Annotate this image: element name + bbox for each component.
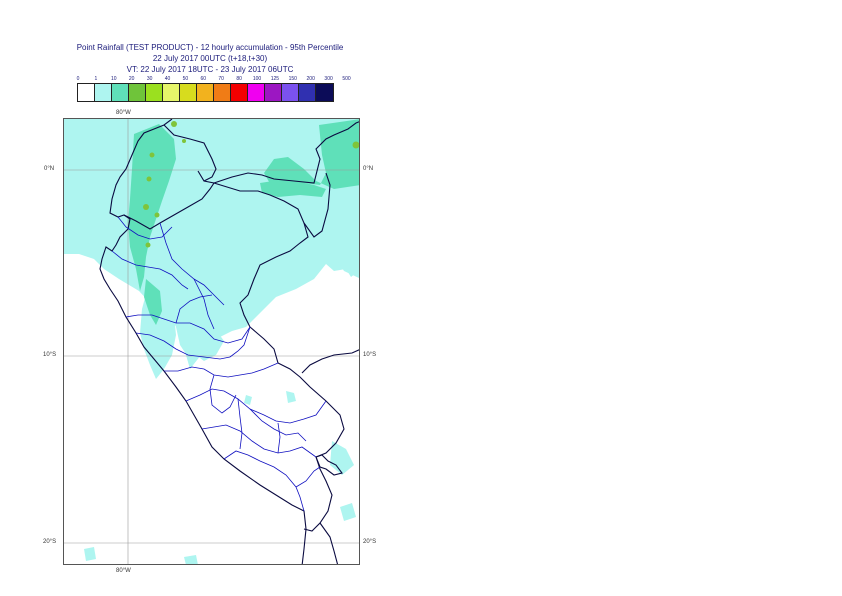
map-title: Point Rainfall (TEST PRODUCT) - 12 hourl… <box>76 43 344 52</box>
region-boundary-11 <box>277 422 281 454</box>
legend-tick-label: 300 <box>324 76 333 82</box>
legend-swatch-6 <box>180 84 197 101</box>
region-boundary-17 <box>209 374 237 414</box>
regional-boundaries <box>111 216 327 512</box>
legend-tick-label: 50 <box>182 76 189 82</box>
heavy-rain-cells <box>143 121 359 248</box>
colombia-ecuador-border <box>163 124 217 182</box>
region-boundary-2 <box>111 250 189 290</box>
legend-swatch-13 <box>299 84 316 101</box>
region-boundary-15 <box>229 326 251 358</box>
peru-brazil-border <box>303 172 331 238</box>
legend-swatch-10 <box>248 84 265 101</box>
chile-bolivia-border <box>319 522 339 564</box>
moderate-rain-andes <box>144 279 162 325</box>
coastline-and-borders <box>99 119 359 564</box>
pacific-coastline <box>99 119 307 564</box>
legend-tick-label: 80 <box>236 76 242 82</box>
legend-swatch-8 <box>214 84 231 101</box>
map-svg <box>64 119 359 564</box>
moderate-rain-northeast <box>264 119 359 189</box>
legend-tick-label: 60 <box>200 76 207 82</box>
legend-swatch-9 <box>231 84 248 101</box>
region-boundary-3 <box>159 222 225 306</box>
lat-label-10s-left: 10°S <box>43 352 57 358</box>
heavy-cell-2 <box>149 152 155 158</box>
legend-swatch-7 <box>197 84 214 101</box>
rainfall-map[interactable] <box>63 118 360 565</box>
legend-tick-label: 1 <box>94 76 98 82</box>
heavy-cell-5 <box>154 212 160 218</box>
graticule <box>64 119 359 564</box>
lon-label-bottom: 80°W <box>116 568 131 574</box>
region-boundary-14 <box>175 294 213 324</box>
legend-tick-label: 30 <box>146 76 153 82</box>
heavy-cell-3 <box>146 176 152 182</box>
legend-swatch-5 <box>163 84 180 101</box>
moderate-rain-coast <box>128 124 176 291</box>
heavy-cell-6 <box>145 242 151 248</box>
peru-bolivia-border <box>303 456 333 532</box>
region-boundary-6 <box>164 362 279 378</box>
region-boundary-13 <box>193 278 215 330</box>
moderate-rain-east-band <box>260 179 326 197</box>
region-boundary-7 <box>185 388 327 424</box>
forecast-run: 22 July 2017 00UTC (t+18,t+30) <box>152 54 268 63</box>
colombia-peru-border <box>213 182 309 328</box>
peru-brazil-south <box>249 326 345 458</box>
light-rain-patch-5 <box>184 555 198 564</box>
legend-tick-label: 40 <box>164 76 171 82</box>
lat-label-10s-right: 10°S <box>363 352 377 358</box>
region-boundary-8 <box>201 424 317 458</box>
legend-swatch-12 <box>282 84 299 101</box>
light-rain-patch-3 <box>244 395 252 405</box>
region-boundary-16 <box>295 466 321 488</box>
region-boundary-5 <box>135 332 231 360</box>
validity-time: VT: 22 July 2017 18UTC - 23 July 2017 06… <box>126 65 294 74</box>
legend-swatch-4 <box>146 84 163 101</box>
heavy-cell-4 <box>143 204 149 210</box>
heavy-cell-7 <box>352 141 359 149</box>
region-boundary-12 <box>249 408 307 442</box>
legend-swatch-11 <box>265 84 282 101</box>
ecuador-peru-border <box>123 170 215 230</box>
lat-label-20s-right: 20°S <box>363 539 377 545</box>
legend-tick-label: 10 <box>111 76 117 82</box>
region-boundary-4 <box>125 314 251 344</box>
light-rain-patch-4 <box>84 547 96 561</box>
light-rain-patch-1 <box>330 441 354 475</box>
heavy-cell-8 <box>182 139 186 143</box>
legend-tick-label: 0 <box>76 76 80 82</box>
lat-label-0-right: 0°N <box>363 166 374 172</box>
legend-tick-label: 200 <box>306 76 315 82</box>
light-rain-andes-3 <box>194 327 224 361</box>
legend-tick-label: 125 <box>270 76 280 82</box>
light-rain-andes-2 <box>176 299 214 357</box>
legend-tick-label: 70 <box>218 76 224 82</box>
colombia-east-border <box>213 121 359 184</box>
moderate-rain-areas <box>128 119 359 325</box>
lon-label-top: 80°W <box>116 110 131 116</box>
color-legend <box>77 83 334 102</box>
region-boundary-9 <box>223 450 305 512</box>
lat-label-20s-left: 20°S <box>43 539 57 545</box>
legend-tick-label: 500 <box>342 76 351 82</box>
legend-tick-label: 100 <box>252 76 262 82</box>
bolivia-border <box>301 349 359 374</box>
legend-swatch-3 <box>129 84 146 101</box>
light-rain-east <box>326 189 359 279</box>
titicaca <box>315 454 343 476</box>
region-boundary-10 <box>237 398 243 450</box>
legend-tick-label: 150 <box>288 76 297 82</box>
light-rain-patch-2 <box>286 391 296 403</box>
legend-swatch-1 <box>95 84 112 101</box>
legend-swatch-2 <box>112 84 129 101</box>
heavy-cell-1 <box>171 121 177 127</box>
legend-swatch-0 <box>78 84 95 101</box>
lat-label-0-left: 0°N <box>44 166 55 172</box>
legend-swatch-14 <box>316 84 333 101</box>
light-rain-patch-6 <box>340 503 356 521</box>
legend-tick-label: 20 <box>128 76 135 82</box>
